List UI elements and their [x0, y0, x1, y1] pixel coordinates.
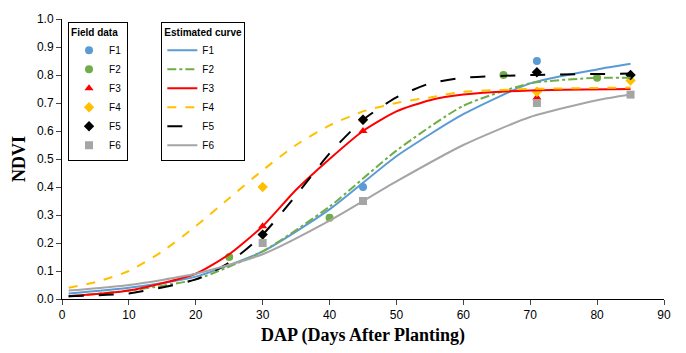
svg-text:F4: F4 — [109, 102, 121, 113]
svg-text:20: 20 — [189, 308, 203, 322]
svg-text:0.8: 0.8 — [37, 68, 54, 82]
svg-text:80: 80 — [590, 308, 604, 322]
svg-text:Estimated curve: Estimated curve — [164, 27, 242, 38]
svg-text:0.9: 0.9 — [37, 40, 54, 54]
svg-text:40: 40 — [323, 308, 337, 322]
svg-text:0.7: 0.7 — [37, 96, 54, 110]
svg-text:NDVI: NDVI — [9, 136, 29, 182]
svg-text:0: 0 — [59, 308, 66, 322]
svg-text:0.4: 0.4 — [37, 180, 54, 194]
svg-text:30: 30 — [256, 308, 270, 322]
svg-text:F1: F1 — [109, 45, 121, 56]
svg-text:70: 70 — [524, 308, 538, 322]
svg-text:F5: F5 — [202, 121, 214, 132]
svg-text:F5: F5 — [109, 121, 121, 132]
svg-text:0.6: 0.6 — [37, 124, 54, 138]
svg-text:F3: F3 — [202, 83, 214, 94]
svg-text:10: 10 — [122, 308, 136, 322]
svg-text:60: 60 — [457, 308, 471, 322]
svg-text:F2: F2 — [202, 64, 214, 75]
svg-text:50: 50 — [390, 308, 404, 322]
svg-text:0.5: 0.5 — [37, 152, 54, 166]
svg-text:0.2: 0.2 — [37, 236, 54, 250]
svg-text:F6: F6 — [109, 140, 121, 151]
svg-text:F2: F2 — [109, 64, 121, 75]
svg-text:90: 90 — [657, 308, 671, 322]
svg-text:0.1: 0.1 — [37, 264, 54, 278]
svg-text:F3: F3 — [109, 83, 121, 94]
svg-text:Field data: Field data — [71, 27, 118, 38]
svg-text:F6: F6 — [202, 140, 214, 151]
svg-text:F1: F1 — [202, 45, 214, 56]
svg-text:1.0: 1.0 — [37, 12, 54, 26]
svg-text:DAP (Days After Planting): DAP (Days After Planting) — [261, 325, 465, 346]
svg-text:0.3: 0.3 — [37, 208, 54, 222]
svg-text:0.0: 0.0 — [37, 292, 54, 306]
svg-text:F4: F4 — [202, 102, 214, 113]
